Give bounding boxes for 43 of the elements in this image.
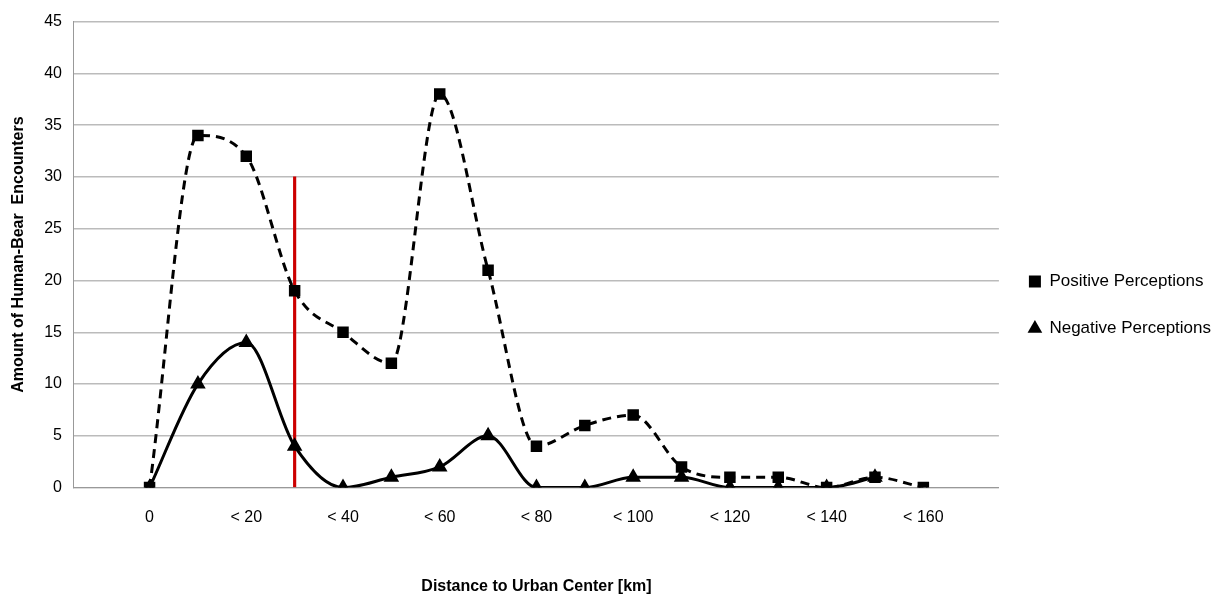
point: [384, 469, 399, 482]
x-tick-label: < 140: [806, 507, 847, 525]
point: [192, 129, 204, 142]
point: [675, 461, 688, 473]
x-tick-label: < 160: [903, 507, 944, 525]
point: [724, 471, 736, 483]
y-tick-label: 10: [44, 374, 63, 392]
x-tick-label: 0: [145, 507, 155, 525]
y-tick-label: 5: [53, 426, 63, 444]
point: [191, 376, 205, 389]
y-tick-label: 45: [44, 12, 63, 30]
x-tick-label: < 60: [423, 507, 456, 525]
point: [481, 428, 495, 441]
y-axis-title: Amount of Human-Bear Encounters: [9, 116, 27, 393]
x-axis-title: Distance to Urban Center [km]: [421, 576, 652, 594]
y-tick-label: 25: [44, 219, 63, 237]
point: [433, 459, 447, 472]
legend-label: Negative Perceptions: [1049, 318, 1211, 338]
point: [385, 357, 398, 370]
point: [239, 335, 253, 348]
x-tick-label: < 80: [520, 507, 553, 525]
y-tick-label: 30: [44, 167, 63, 185]
x-tick-label: < 20: [230, 507, 263, 525]
y-tick-label: 40: [44, 63, 63, 81]
y-tick-label: 15: [44, 322, 63, 340]
x-tick-label: < 100: [612, 507, 654, 525]
point: [579, 419, 591, 432]
point: [482, 264, 494, 276]
point: [240, 150, 253, 162]
point: [287, 438, 302, 451]
point: [626, 469, 640, 482]
y-tick-label: 0: [53, 478, 63, 496]
y-tick-label: 35: [44, 115, 63, 133]
point: [627, 409, 639, 421]
point: [433, 88, 446, 100]
y-tick-label: 20: [44, 270, 63, 288]
x-tick-label: < 120: [709, 507, 751, 525]
point: [772, 471, 784, 483]
point: [337, 326, 349, 339]
point: [288, 285, 301, 297]
legend-label: Positive Perceptions: [1049, 271, 1204, 291]
x-tick-label: < 40: [327, 507, 359, 525]
point: [530, 440, 543, 452]
